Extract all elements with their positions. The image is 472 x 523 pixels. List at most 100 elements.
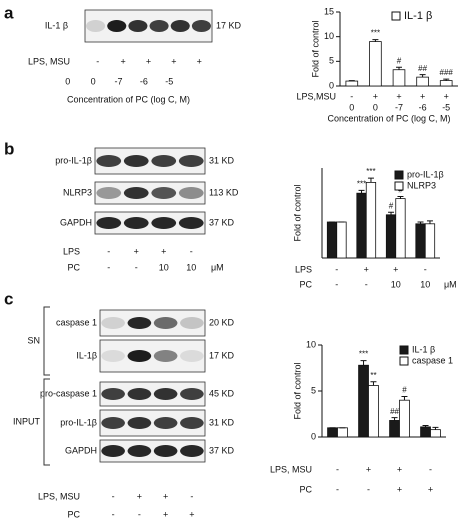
row-label: LPS,MSU bbox=[296, 91, 336, 101]
row-value: - bbox=[335, 279, 338, 289]
group-label: INPUT bbox=[13, 416, 41, 426]
band bbox=[151, 155, 177, 167]
significance: *** bbox=[357, 179, 366, 188]
band bbox=[180, 445, 204, 457]
band bbox=[127, 417, 152, 429]
band bbox=[127, 445, 152, 457]
significance: ### bbox=[440, 68, 454, 77]
error-bar bbox=[426, 220, 433, 224]
bar bbox=[395, 198, 406, 259]
band bbox=[178, 155, 204, 167]
group-bracket bbox=[43, 306, 50, 376]
bar bbox=[369, 41, 382, 87]
band-size: 113 KD bbox=[209, 187, 239, 197]
legend-label: pro-IL-1β bbox=[407, 169, 444, 179]
x-tick-label: 0 bbox=[349, 102, 354, 112]
row-label: PC bbox=[299, 279, 312, 289]
error-bar bbox=[360, 360, 367, 366]
bar bbox=[416, 76, 429, 87]
bar bbox=[439, 80, 453, 87]
y-tick-label: 10 bbox=[306, 339, 316, 349]
row-value: - bbox=[96, 56, 99, 66]
row-value: + bbox=[396, 91, 401, 101]
legend-swatch bbox=[394, 170, 404, 180]
band bbox=[191, 20, 211, 32]
bar bbox=[356, 192, 367, 259]
row-value: + bbox=[171, 56, 176, 66]
band bbox=[153, 445, 178, 457]
legend-swatch bbox=[391, 11, 401, 21]
y-tick-label: 0 bbox=[311, 431, 316, 441]
band-label: GAPDH bbox=[65, 445, 97, 455]
row-value: - bbox=[135, 262, 138, 272]
band-size: 20 KD bbox=[209, 317, 235, 327]
row-value: + bbox=[397, 484, 402, 494]
significance: ## bbox=[418, 64, 427, 73]
error-bar bbox=[417, 221, 424, 224]
band bbox=[149, 20, 169, 32]
row-label: PC bbox=[299, 484, 312, 494]
error-bar bbox=[370, 381, 377, 386]
row-value: + bbox=[397, 464, 402, 474]
band bbox=[178, 187, 204, 199]
band-label: pro-IL-1β bbox=[55, 155, 92, 165]
error-bar bbox=[432, 426, 439, 430]
row-value: + bbox=[444, 91, 449, 101]
concentration-label: Concentration of PC (log C, M) bbox=[67, 94, 190, 104]
error-bar bbox=[367, 177, 374, 183]
band-label: pro-IL-1β bbox=[60, 417, 97, 427]
row-value: 10 bbox=[186, 262, 196, 272]
band bbox=[101, 388, 125, 400]
significance: *** bbox=[366, 167, 375, 176]
significance: # bbox=[397, 56, 402, 65]
blot-frame bbox=[99, 309, 206, 337]
row-value: + bbox=[428, 484, 433, 494]
y-axis-label: Fold of control bbox=[310, 20, 320, 77]
bar bbox=[337, 427, 348, 438]
y-tick-label: 5 bbox=[311, 385, 316, 395]
panel-label: a bbox=[4, 3, 14, 22]
legend-swatch bbox=[394, 181, 404, 191]
band-label: NLRP3 bbox=[63, 187, 92, 197]
band-size: 45 KD bbox=[209, 388, 235, 398]
row-value: + bbox=[120, 56, 125, 66]
significance: *** bbox=[371, 29, 380, 38]
bar bbox=[424, 223, 436, 259]
row-value: + bbox=[197, 56, 202, 66]
legend-label: IL-1 β bbox=[412, 344, 435, 354]
bar bbox=[430, 429, 441, 438]
band-size: 37 KD bbox=[209, 217, 235, 227]
band bbox=[153, 388, 178, 400]
significance: *** bbox=[359, 350, 368, 359]
row-value: + bbox=[161, 246, 166, 256]
legend-label: NLRP3 bbox=[407, 180, 436, 190]
row-value: + bbox=[393, 264, 398, 274]
legend-label: caspase 1 bbox=[412, 355, 453, 365]
legend-swatch bbox=[399, 356, 409, 366]
error-bar bbox=[358, 189, 365, 194]
bar bbox=[392, 69, 406, 87]
row-value: - bbox=[429, 464, 432, 474]
bar bbox=[345, 80, 359, 87]
row-value: + bbox=[146, 56, 151, 66]
row-value: - bbox=[107, 262, 110, 272]
error-bar bbox=[443, 78, 450, 81]
significance: ** bbox=[370, 371, 376, 380]
bar bbox=[389, 420, 400, 438]
concentration: -5 bbox=[165, 76, 173, 86]
band bbox=[127, 388, 152, 400]
band bbox=[101, 417, 125, 429]
concentration: -6 bbox=[140, 76, 148, 86]
group-label: SN bbox=[27, 335, 40, 345]
legend-swatch bbox=[399, 345, 409, 355]
row-value: + bbox=[163, 509, 168, 519]
concentration: 0 bbox=[91, 76, 96, 86]
row-value: - bbox=[190, 491, 193, 501]
band-size: 31 KD bbox=[209, 417, 235, 427]
legend-label: IL-1 β bbox=[404, 10, 432, 22]
band bbox=[153, 350, 178, 362]
bar bbox=[336, 221, 347, 259]
band bbox=[180, 317, 204, 329]
bar bbox=[399, 399, 410, 438]
